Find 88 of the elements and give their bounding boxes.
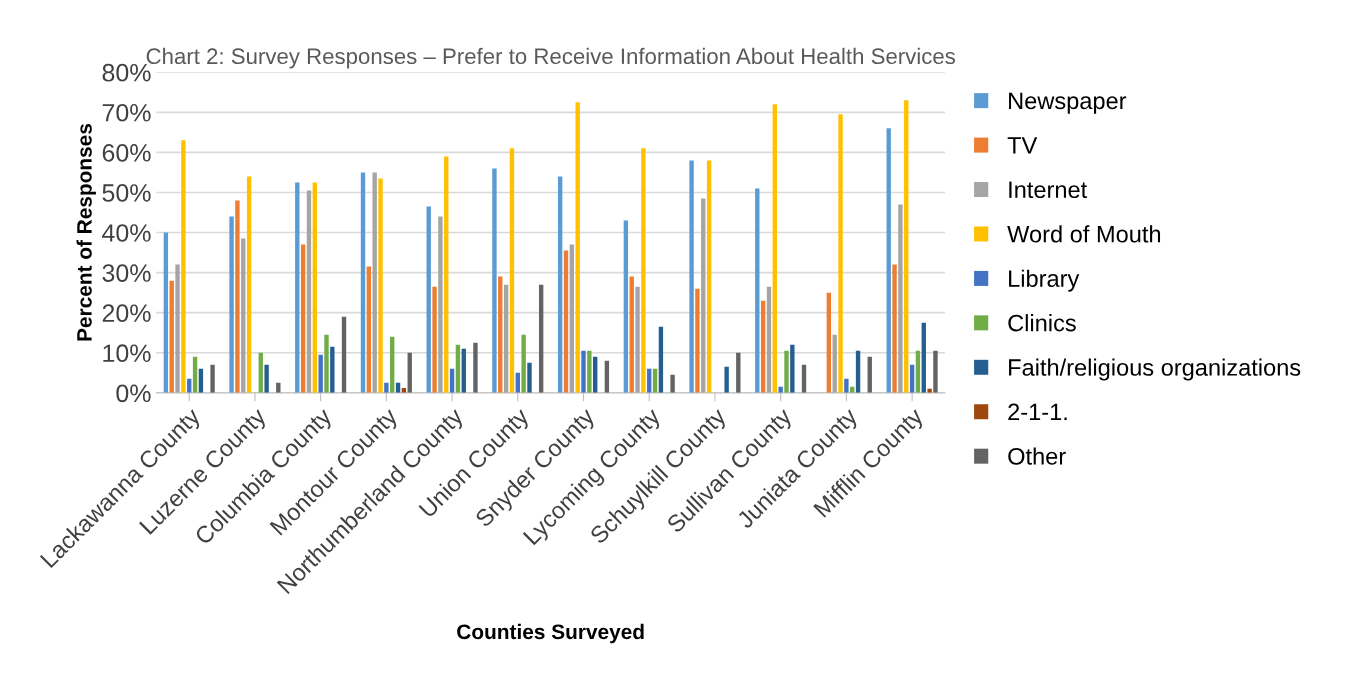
bar — [933, 350, 938, 393]
bar — [569, 244, 575, 393]
bar — [438, 216, 443, 393]
bar — [587, 350, 592, 393]
bar — [264, 364, 269, 393]
bar — [886, 128, 891, 393]
bar — [341, 316, 347, 393]
bar — [790, 344, 795, 393]
bar — [498, 276, 503, 393]
bar — [521, 334, 526, 393]
y-tick-label: 20% — [102, 304, 151, 322]
y-tick-label: 50% — [102, 184, 151, 202]
bar — [581, 350, 586, 393]
bar — [921, 322, 926, 393]
bar — [378, 178, 383, 393]
bar — [724, 366, 729, 393]
bar — [844, 378, 849, 393]
bar — [629, 276, 634, 393]
bar — [784, 350, 789, 393]
bar — [181, 140, 186, 393]
bar — [246, 176, 252, 393]
bar — [736, 352, 741, 393]
bar — [163, 232, 169, 393]
bar — [575, 102, 580, 393]
bar — [426, 206, 431, 393]
bar — [300, 244, 306, 393]
bar — [229, 216, 234, 393]
bar — [509, 148, 515, 393]
bar — [241, 238, 246, 393]
bar — [324, 334, 329, 393]
x-axis-title: Counties Surveyed — [457, 623, 644, 644]
bar — [706, 160, 712, 393]
bar — [318, 354, 323, 393]
y-tick-label: 40% — [102, 224, 151, 242]
bar — [210, 364, 215, 393]
bar — [641, 148, 646, 393]
bar — [701, 198, 706, 393]
legend-label: Library — [1009, 269, 1080, 292]
legend-label: Newspaper — [1009, 92, 1127, 114]
y-tick-label: 70% — [102, 103, 151, 122]
bar — [360, 172, 366, 393]
bar — [306, 190, 312, 393]
bar — [312, 182, 317, 393]
bar — [778, 386, 783, 393]
legend-label: Internet — [1009, 181, 1088, 199]
y-tick-label: 10% — [103, 344, 151, 363]
bar — [557, 176, 563, 393]
bar — [169, 280, 174, 393]
y-tick-label: 60% — [102, 143, 151, 162]
bar — [538, 284, 544, 393]
bar — [366, 266, 372, 393]
legend-label: Faith/religious organizations — [1009, 358, 1301, 381]
bar — [826, 292, 832, 393]
bar — [492, 168, 497, 393]
bar — [658, 326, 664, 393]
bar — [235, 200, 240, 393]
bar — [623, 220, 629, 393]
legend-label: Word of Mouth — [1007, 225, 1161, 243]
bar — [473, 342, 478, 393]
bar — [372, 172, 377, 393]
bar — [295, 182, 300, 393]
y-tick-label: 0% — [116, 384, 151, 403]
y-tick-label: 30% — [102, 264, 151, 282]
bar — [563, 250, 569, 393]
bar — [755, 188, 760, 393]
legend-label: Clinics — [1008, 314, 1076, 332]
bar — [904, 100, 909, 393]
bar — [635, 286, 640, 393]
bar — [838, 114, 843, 393]
bar — [527, 362, 532, 393]
bar — [432, 286, 437, 393]
bar — [766, 286, 772, 393]
bar — [670, 374, 675, 393]
bar — [898, 204, 903, 393]
bar — [330, 346, 335, 393]
bar — [444, 156, 449, 393]
legend-label: TV — [1007, 137, 1038, 154]
bar — [772, 104, 778, 393]
bar — [689, 160, 694, 393]
bar — [384, 382, 389, 393]
bar — [760, 300, 766, 393]
y-axis-title: Percent of Responses — [76, 123, 96, 341]
bar — [892, 264, 897, 393]
bar — [175, 264, 180, 393]
legend-label: Other — [1008, 447, 1066, 465]
bar — [695, 288, 700, 393]
legend-label: 2-1-1. — [1008, 403, 1067, 421]
bar — [503, 284, 509, 393]
